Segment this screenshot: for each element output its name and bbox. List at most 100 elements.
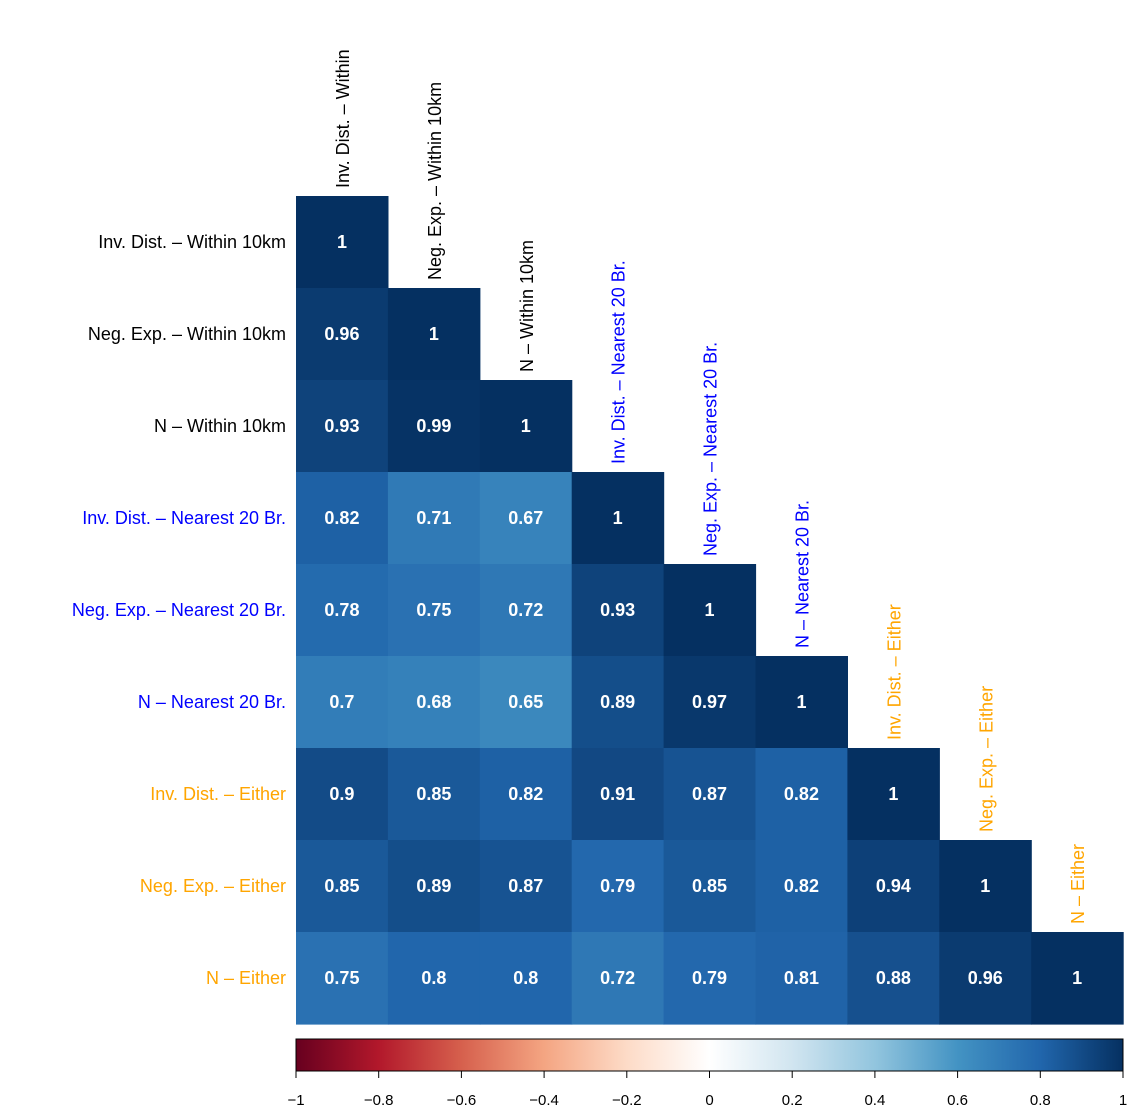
cell-value-label: 0.85	[324, 876, 359, 896]
cell-value-label: 0.79	[600, 876, 635, 896]
heatmap-cell	[479, 656, 573, 749]
heatmap-cell	[296, 932, 389, 1025]
heatmap-cell	[479, 748, 573, 841]
heatmap-cell	[571, 748, 665, 841]
cell-value-label: 0.85	[692, 876, 727, 896]
cell-value-label: 0.9	[329, 784, 354, 804]
column-label: Neg. Exp. – Nearest 20 Br.	[701, 342, 721, 556]
cell-value-label: 0.87	[692, 784, 727, 804]
heatmap-cell	[939, 840, 1032, 933]
heatmap-cell	[755, 932, 848, 1025]
heatmap-cell	[387, 840, 481, 933]
column-label: Inv. Dist. – Either	[884, 604, 904, 740]
cell-value-label: 0.79	[692, 968, 727, 988]
heatmap-cell	[296, 380, 389, 473]
heatmap-cell	[755, 656, 848, 749]
cell-value-label: 1	[980, 876, 990, 896]
heatmap-cell	[479, 840, 573, 933]
heatmap-cell	[296, 196, 389, 289]
cell-value-label: 0.87	[508, 876, 543, 896]
row-label: Inv. Dist. – Either	[150, 784, 286, 804]
cell-value-label: 0.96	[324, 324, 359, 344]
cell-value-label: 0.89	[600, 692, 635, 712]
heatmap-cell	[663, 748, 757, 841]
cell-value-label: 0.75	[324, 968, 359, 988]
heatmap-cell	[1031, 932, 1124, 1025]
heatmap-cell	[663, 932, 757, 1025]
cell-value-label: 0.8	[513, 968, 538, 988]
cell-value-label: 0.82	[508, 784, 543, 804]
heatmap-cell	[847, 748, 940, 841]
heatmap-cell	[387, 656, 481, 749]
row-label: Inv. Dist. – Nearest 20 Br.	[82, 508, 286, 528]
row-label: N – Nearest 20 Br.	[138, 692, 286, 712]
cell-value-label: 0.68	[416, 692, 451, 712]
row-label: Neg. Exp. – Within 10km	[88, 324, 286, 344]
cell-value-label: 1	[1072, 968, 1082, 988]
row-label: N – Either	[206, 968, 286, 988]
cell-value-label: 1	[888, 784, 898, 804]
heatmap-cell	[479, 564, 573, 657]
cell-value-label: 0.72	[508, 600, 543, 620]
row-label: Neg. Exp. – Either	[140, 876, 286, 896]
heatmap-cell	[755, 748, 848, 841]
cell-value-label: 0.97	[692, 692, 727, 712]
column-label: N – Nearest 20 Br.	[792, 500, 812, 648]
column-label: Inv. Dist. – Nearest 20 Br.	[609, 260, 629, 464]
cell-value-label: 0.85	[416, 784, 451, 804]
heatmap-cell	[296, 748, 389, 841]
heatmap-cell	[663, 840, 757, 933]
heatmap-cell	[847, 840, 940, 933]
row-label: Inv. Dist. – Within 10km	[98, 232, 286, 252]
cell-value-label: 0.82	[324, 508, 359, 528]
color-legend-tick-label: −0.2	[612, 1092, 642, 1109]
cell-value-label: 0.7	[329, 692, 354, 712]
cell-value-label: 0.71	[416, 508, 451, 528]
cell-value-label: 0.93	[600, 600, 635, 620]
heatmap-cells: 10.96 10.93 0.99 10.82 0.71 0.67 10.78 0.75 0.72…	[296, 196, 1124, 1025]
heatmap-cell	[571, 932, 665, 1025]
heatmap-cell	[387, 288, 481, 381]
color-legend-tick-label: 0	[705, 1092, 713, 1109]
heatmap-cell	[571, 564, 665, 657]
cell-value-label: 0.72	[600, 968, 635, 988]
cell-value-label: 0.78	[324, 600, 359, 620]
column-label: N – Either	[1068, 844, 1088, 924]
cell-value-label: 0.65	[508, 692, 543, 712]
color-legend-tick-label: −1	[287, 1092, 304, 1109]
heatmap-cell	[755, 840, 848, 933]
cell-value-label: 1	[705, 600, 715, 620]
heatmap-cell	[571, 472, 665, 565]
cell-value-label: 0.67	[508, 508, 543, 528]
heatmap-cell	[847, 932, 940, 1025]
color-legend-tick-label: 0.2	[782, 1092, 803, 1109]
color-legend: −1 −0.8 −0.6 −0.4 −0.2 0 0.2 0.4 0.6 0.8 1	[287, 1038, 1127, 1109]
heatmap-cell	[296, 472, 389, 565]
color-legend-tick-label: −0.6	[447, 1092, 477, 1109]
cell-value-label: 1	[796, 692, 806, 712]
color-legend-tick-label: −0.8	[364, 1092, 394, 1109]
column-label: Neg. Exp. – Either	[976, 686, 996, 832]
cell-value-label: 0.88	[876, 968, 911, 988]
column-labels: Inv. Dist. – Within Neg. Exp. – Within 10…	[333, 49, 1088, 924]
heatmap-cell	[387, 748, 481, 841]
cell-value-label: 0.8	[421, 968, 446, 988]
color-legend-bar	[295, 1038, 1124, 1072]
cell-value-label: 1	[337, 232, 347, 252]
heatmap-cell	[387, 380, 481, 473]
row-labels: Inv. Dist. – Within 10km Neg. Exp. – With…	[72, 232, 286, 988]
cell-value-label: 0.93	[324, 416, 359, 436]
heatmap-cell	[296, 840, 389, 933]
cell-value-label: 0.94	[876, 876, 911, 896]
column-label: Neg. Exp. – Within 10km	[425, 82, 445, 280]
heatmap-cell	[479, 380, 573, 473]
heatmap-cell	[296, 288, 389, 381]
heatmap-cell	[296, 656, 389, 749]
heatmap-cell	[387, 932, 481, 1025]
cell-value-label: 1	[613, 508, 623, 528]
heatmap-cell	[663, 564, 757, 657]
row-label: Neg. Exp. – Nearest 20 Br.	[72, 600, 286, 620]
cell-value-label: 0.81	[784, 968, 819, 988]
cell-value-label: 0.96	[968, 968, 1003, 988]
